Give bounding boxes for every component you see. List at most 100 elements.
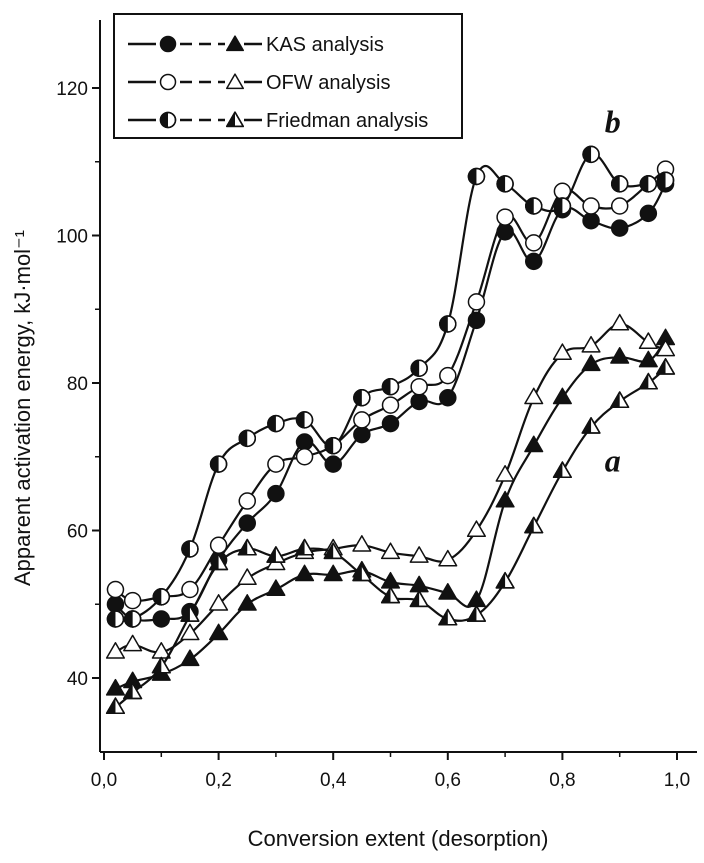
- data-point: [209, 553, 229, 571]
- y-tick-label: 100: [56, 227, 88, 248]
- data-point: [467, 167, 486, 186]
- data-point: [381, 414, 400, 433]
- legend-label: OFW analysis: [266, 72, 390, 94]
- data-point: [353, 389, 371, 407]
- legend-entry: KAS analysis: [128, 34, 384, 56]
- data-point: [181, 540, 199, 558]
- data-point: [353, 411, 371, 429]
- y-tick-label: 120: [56, 79, 88, 100]
- data-point: [324, 455, 342, 473]
- data-point: [410, 377, 428, 396]
- data-point: [639, 175, 658, 193]
- data-point: [209, 455, 228, 473]
- x-axis-label: Conversion extent (desorption): [248, 826, 549, 851]
- legend-marker: [226, 111, 244, 128]
- data-point: [237, 568, 257, 585]
- data-point: [180, 623, 200, 641]
- x-tick-label: 0,6: [435, 770, 461, 791]
- x-tick-label: 0,4: [320, 770, 347, 791]
- data-point: [295, 538, 315, 556]
- curve-label-a: a: [605, 443, 621, 479]
- data-point: [610, 175, 629, 193]
- data-point: [639, 204, 658, 223]
- data-point: [552, 387, 572, 405]
- data-point: [352, 535, 372, 552]
- data-point: [466, 605, 486, 622]
- data-point: [495, 490, 515, 508]
- series-layer: [105, 145, 676, 715]
- data-point: [524, 435, 544, 453]
- data-point: [353, 425, 371, 444]
- x-tick-label: 0,8: [549, 770, 575, 791]
- curve-labels: ba: [605, 103, 621, 478]
- data-point: [151, 656, 171, 674]
- data-point: [525, 197, 543, 215]
- data-point: [525, 234, 543, 252]
- data-point: [123, 591, 142, 610]
- data-point: [439, 389, 457, 407]
- data-point: [209, 623, 229, 641]
- x-tick-label: 0,2: [205, 770, 231, 791]
- data-point: [237, 594, 257, 611]
- data-point: [123, 610, 142, 628]
- data-point: [106, 610, 125, 628]
- data-point: [467, 293, 486, 311]
- curve-label-b: b: [605, 103, 621, 139]
- x-tick-label: 1,0: [664, 770, 690, 791]
- data-point: [409, 590, 429, 608]
- data-point: [295, 411, 314, 429]
- data-point: [582, 197, 600, 215]
- data-point: [610, 197, 629, 215]
- data-point: [238, 492, 256, 510]
- legend-marker: [159, 35, 177, 53]
- data-point: [267, 484, 285, 503]
- data-point: [409, 546, 429, 563]
- data-point: [582, 145, 600, 164]
- y-tick-label: 60: [67, 522, 88, 543]
- data-point: [610, 391, 630, 408]
- data-point: [438, 549, 458, 567]
- data-point: [324, 436, 342, 455]
- data-point: [525, 252, 543, 271]
- data-point: [323, 564, 343, 582]
- data-point: [655, 339, 676, 357]
- series-a-kas: [105, 328, 676, 696]
- data-point: [438, 608, 458, 626]
- y-tick-label: 40: [67, 669, 88, 690]
- data-point: [295, 433, 314, 451]
- data-point: [105, 697, 126, 715]
- data-point: [496, 208, 514, 226]
- data-point: [552, 343, 572, 361]
- data-point: [181, 580, 199, 599]
- data-point: [439, 366, 457, 385]
- y-ticks: 40 60 80 100 120: [56, 79, 100, 690]
- data-point: [323, 542, 343, 560]
- data-point: [638, 332, 658, 349]
- data-point: [209, 594, 229, 611]
- data-point: [410, 392, 428, 411]
- data-point: [152, 588, 171, 606]
- data-point: [380, 542, 401, 560]
- data-point: [495, 571, 515, 589]
- data-point: [381, 377, 400, 396]
- data-point: [610, 219, 629, 237]
- data-point: [438, 583, 458, 600]
- data-point: [209, 536, 228, 554]
- data-point: [610, 313, 630, 331]
- legend-label: KAS analysis: [266, 34, 384, 56]
- data-point: [238, 429, 256, 448]
- legend-label: Friedman analysis: [266, 110, 428, 132]
- data-point: [656, 171, 675, 189]
- data-point: [267, 455, 285, 473]
- data-point: [439, 315, 457, 333]
- series-b-friedman: [106, 145, 675, 628]
- data-point: [106, 595, 125, 613]
- data-point: [266, 546, 286, 563]
- data-point: [582, 212, 600, 230]
- data-point: [581, 335, 601, 353]
- legend-marker: [159, 111, 177, 129]
- data-point: [581, 354, 601, 372]
- data-point: [152, 610, 171, 628]
